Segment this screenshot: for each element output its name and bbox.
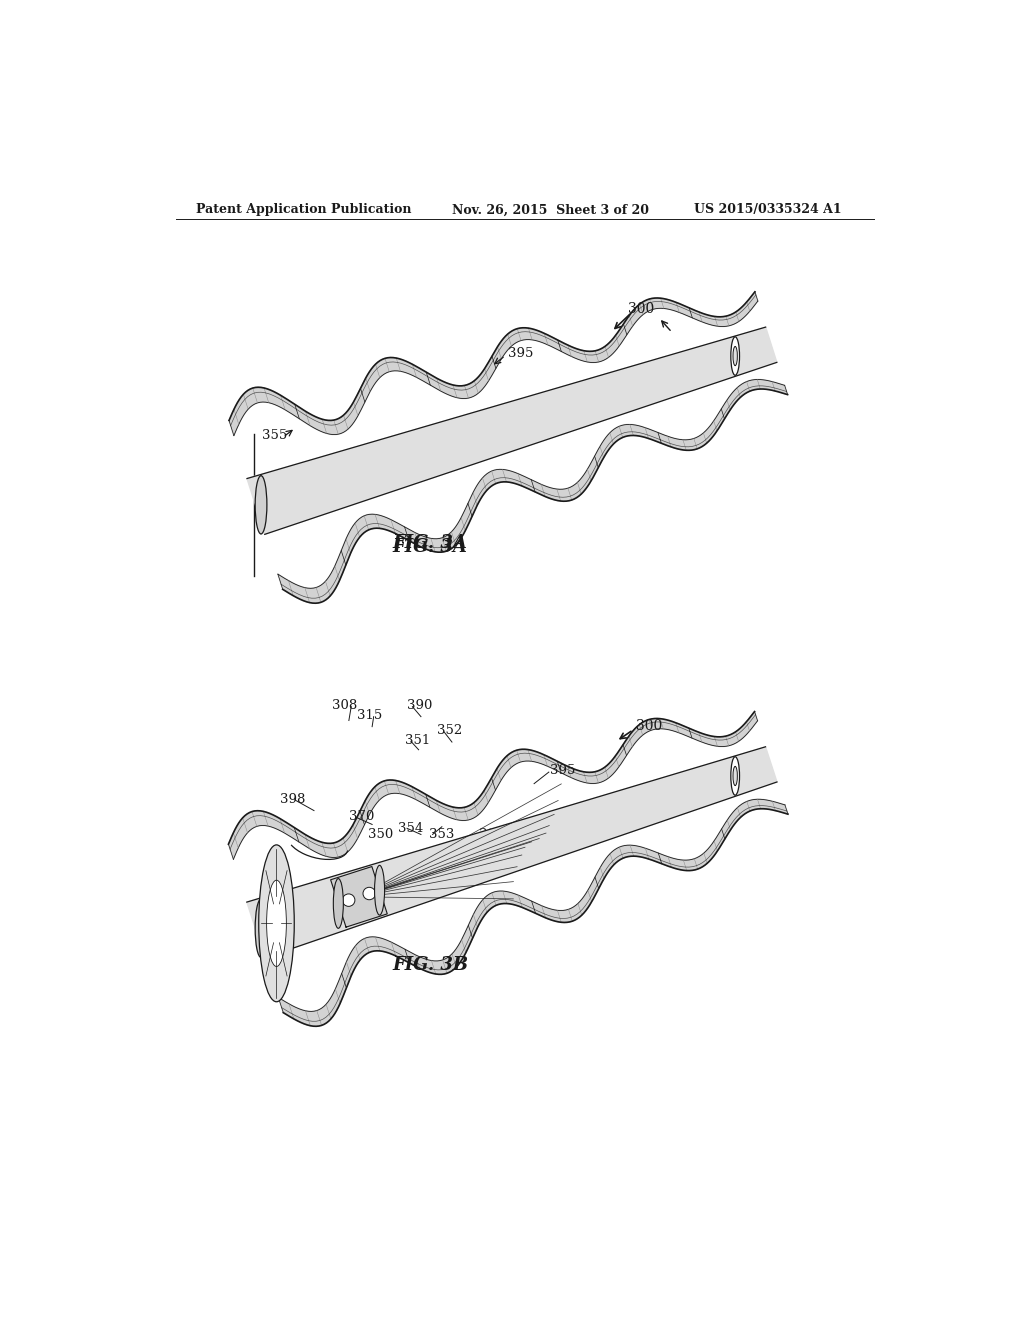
Text: 300: 300	[628, 301, 654, 315]
Text: 355: 355	[262, 429, 288, 442]
Text: 351: 351	[406, 734, 431, 747]
Ellipse shape	[255, 475, 267, 535]
Polygon shape	[229, 292, 787, 603]
Text: 354: 354	[397, 822, 423, 834]
Ellipse shape	[255, 899, 267, 957]
Polygon shape	[228, 711, 758, 859]
Text: 308: 308	[332, 698, 357, 711]
Text: US 2015/0335324 A1: US 2015/0335324 A1	[693, 203, 842, 216]
Text: 353: 353	[429, 828, 454, 841]
Polygon shape	[278, 379, 787, 603]
Circle shape	[342, 894, 355, 907]
Polygon shape	[331, 866, 387, 927]
Text: 300: 300	[636, 719, 663, 733]
Text: FIG. 3A: FIG. 3A	[393, 535, 468, 552]
Text: 352: 352	[437, 723, 463, 737]
Circle shape	[362, 887, 376, 900]
Text: 390: 390	[407, 698, 432, 711]
Ellipse shape	[375, 866, 385, 915]
Text: 395: 395	[550, 764, 575, 777]
Text: 370: 370	[349, 810, 374, 824]
Polygon shape	[279, 799, 787, 1026]
Polygon shape	[229, 292, 758, 436]
Ellipse shape	[731, 337, 739, 375]
Ellipse shape	[731, 756, 739, 795]
Text: 390: 390	[360, 466, 386, 479]
Text: Patent Application Publication: Patent Application Publication	[197, 203, 412, 216]
Ellipse shape	[733, 346, 737, 366]
Text: FIG. 3A: FIG. 3A	[393, 539, 468, 556]
Polygon shape	[247, 747, 777, 958]
Text: 395: 395	[508, 347, 534, 360]
Polygon shape	[247, 327, 777, 535]
Text: 350: 350	[369, 828, 393, 841]
Text: 399: 399	[479, 828, 505, 841]
Text: Nov. 26, 2015  Sheet 3 of 20: Nov. 26, 2015 Sheet 3 of 20	[452, 203, 649, 216]
Polygon shape	[228, 711, 787, 1026]
Ellipse shape	[733, 767, 737, 785]
Ellipse shape	[266, 880, 287, 966]
Ellipse shape	[259, 845, 294, 1002]
Text: 315: 315	[356, 709, 382, 722]
Text: 398: 398	[280, 793, 305, 807]
Ellipse shape	[334, 879, 343, 928]
Text: FIG. 3B: FIG. 3B	[392, 956, 468, 974]
